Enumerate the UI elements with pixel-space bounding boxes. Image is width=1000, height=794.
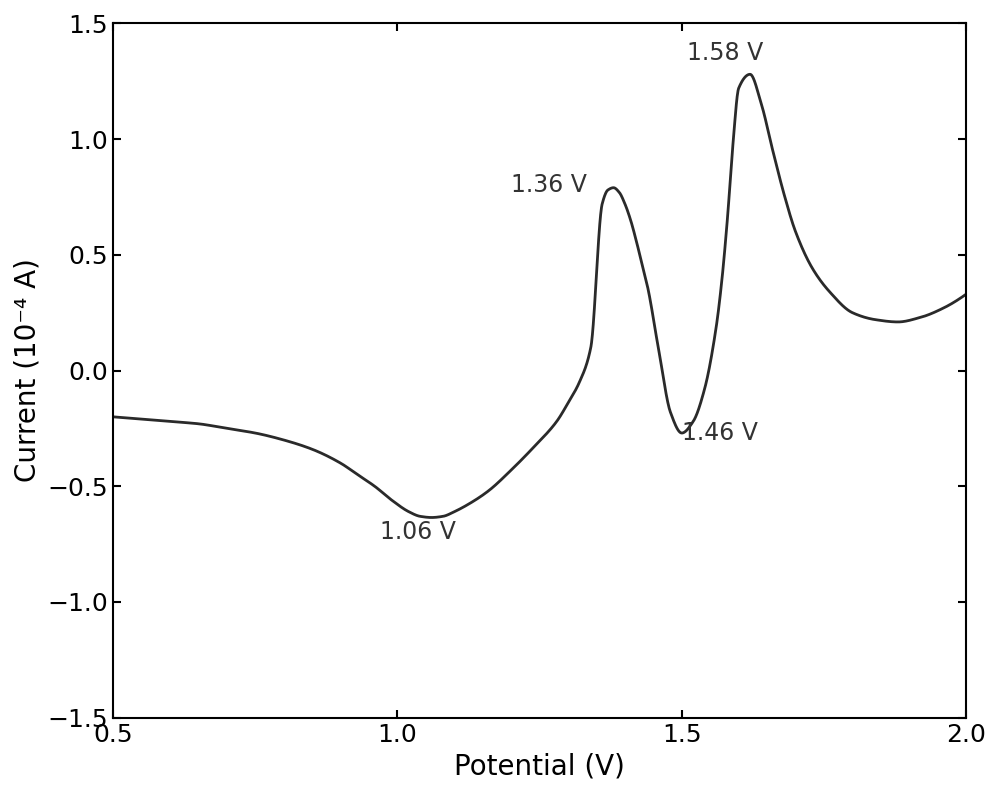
X-axis label: Potential (V): Potential (V) — [454, 752, 625, 781]
Text: 1.36 V: 1.36 V — [511, 173, 587, 197]
Text: 1.06 V: 1.06 V — [380, 520, 456, 544]
Y-axis label: Current (10⁻⁴ A): Current (10⁻⁴ A) — [14, 259, 42, 483]
Text: 1.46 V: 1.46 V — [682, 421, 758, 445]
Text: 1.58 V: 1.58 V — [687, 41, 764, 65]
